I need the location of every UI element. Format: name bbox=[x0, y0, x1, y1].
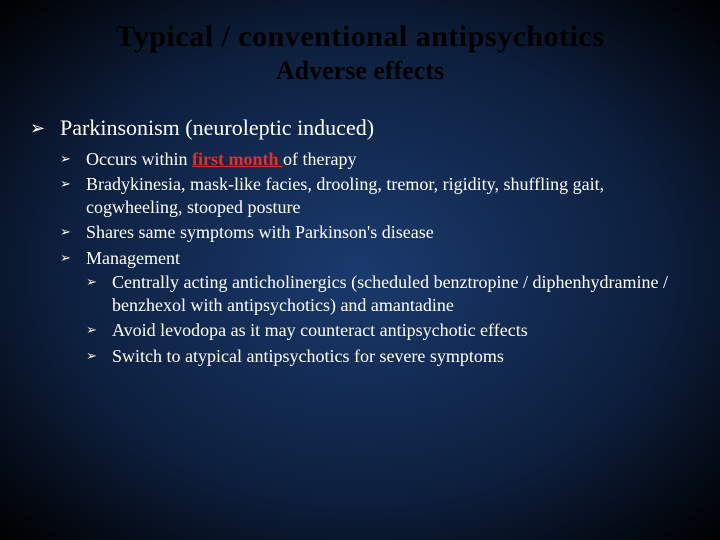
emphasis-text: first month bbox=[192, 149, 283, 169]
list-item: Avoid levodopa as it may counteract anti… bbox=[86, 319, 690, 342]
text-fragment: Occurs within bbox=[86, 149, 192, 169]
list-item: Parkinsonism (neuroleptic induced) Occur… bbox=[30, 114, 690, 367]
list-item: Management Centrally acting anticholiner… bbox=[60, 247, 690, 368]
list-item: Bradykinesia, mask-like facies, drooling… bbox=[60, 173, 690, 218]
bullet-list-level2: Occurs within first month of therapy Bra… bbox=[60, 148, 690, 368]
bullet-list-level1: Parkinsonism (neuroleptic induced) Occur… bbox=[30, 114, 690, 367]
list-item: Shares same symptoms with Parkinson's di… bbox=[60, 221, 690, 244]
bullet-list-level3: Centrally acting anticholinergics (sched… bbox=[86, 271, 690, 367]
lvl1-heading: Parkinsonism (neuroleptic induced) bbox=[60, 115, 374, 140]
list-item: Centrally acting anticholinergics (sched… bbox=[86, 271, 690, 316]
list-item: Switch to atypical antipsychotics for se… bbox=[86, 345, 690, 368]
mgmt-label: Management bbox=[86, 248, 180, 268]
slide-title: Typical / conventional antipsychotics bbox=[30, 20, 690, 54]
text-fragment: of therapy bbox=[283, 149, 356, 169]
list-item: Occurs within first month of therapy bbox=[60, 148, 690, 171]
slide-subtitle: Adverse effects bbox=[30, 56, 690, 86]
